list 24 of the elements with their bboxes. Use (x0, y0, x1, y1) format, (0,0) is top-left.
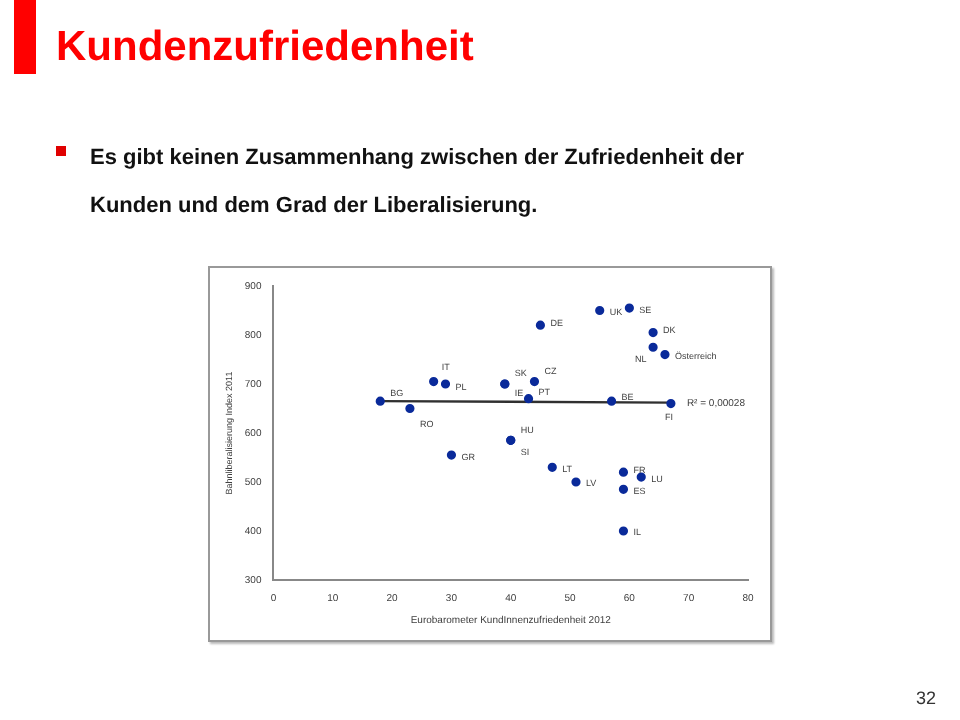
point (624, 303, 634, 313)
point (446, 450, 457, 460)
chart-subtitle: Es gibt keinen Zusammenhang zwischen der Zufriedenheit der Kunden und dem Grad der Liberalisierung. (90, 144, 747, 222)
point (606, 396, 617, 406)
point (648, 342, 658, 352)
point (429, 376, 439, 387)
point (547, 462, 557, 472)
chart-title: Kundenzufriedenheit (56, 24, 474, 72)
point (440, 379, 451, 389)
point (666, 399, 676, 409)
point (618, 467, 629, 477)
point (648, 327, 658, 338)
text: 32 (915, 688, 936, 708)
point (636, 472, 646, 482)
point (375, 396, 385, 406)
point (571, 477, 581, 487)
point (618, 526, 629, 536)
point (660, 350, 670, 360)
point (523, 394, 534, 404)
point (535, 320, 545, 330)
point (618, 484, 629, 494)
point (529, 376, 540, 387)
point (405, 403, 415, 414)
point (595, 305, 605, 316)
